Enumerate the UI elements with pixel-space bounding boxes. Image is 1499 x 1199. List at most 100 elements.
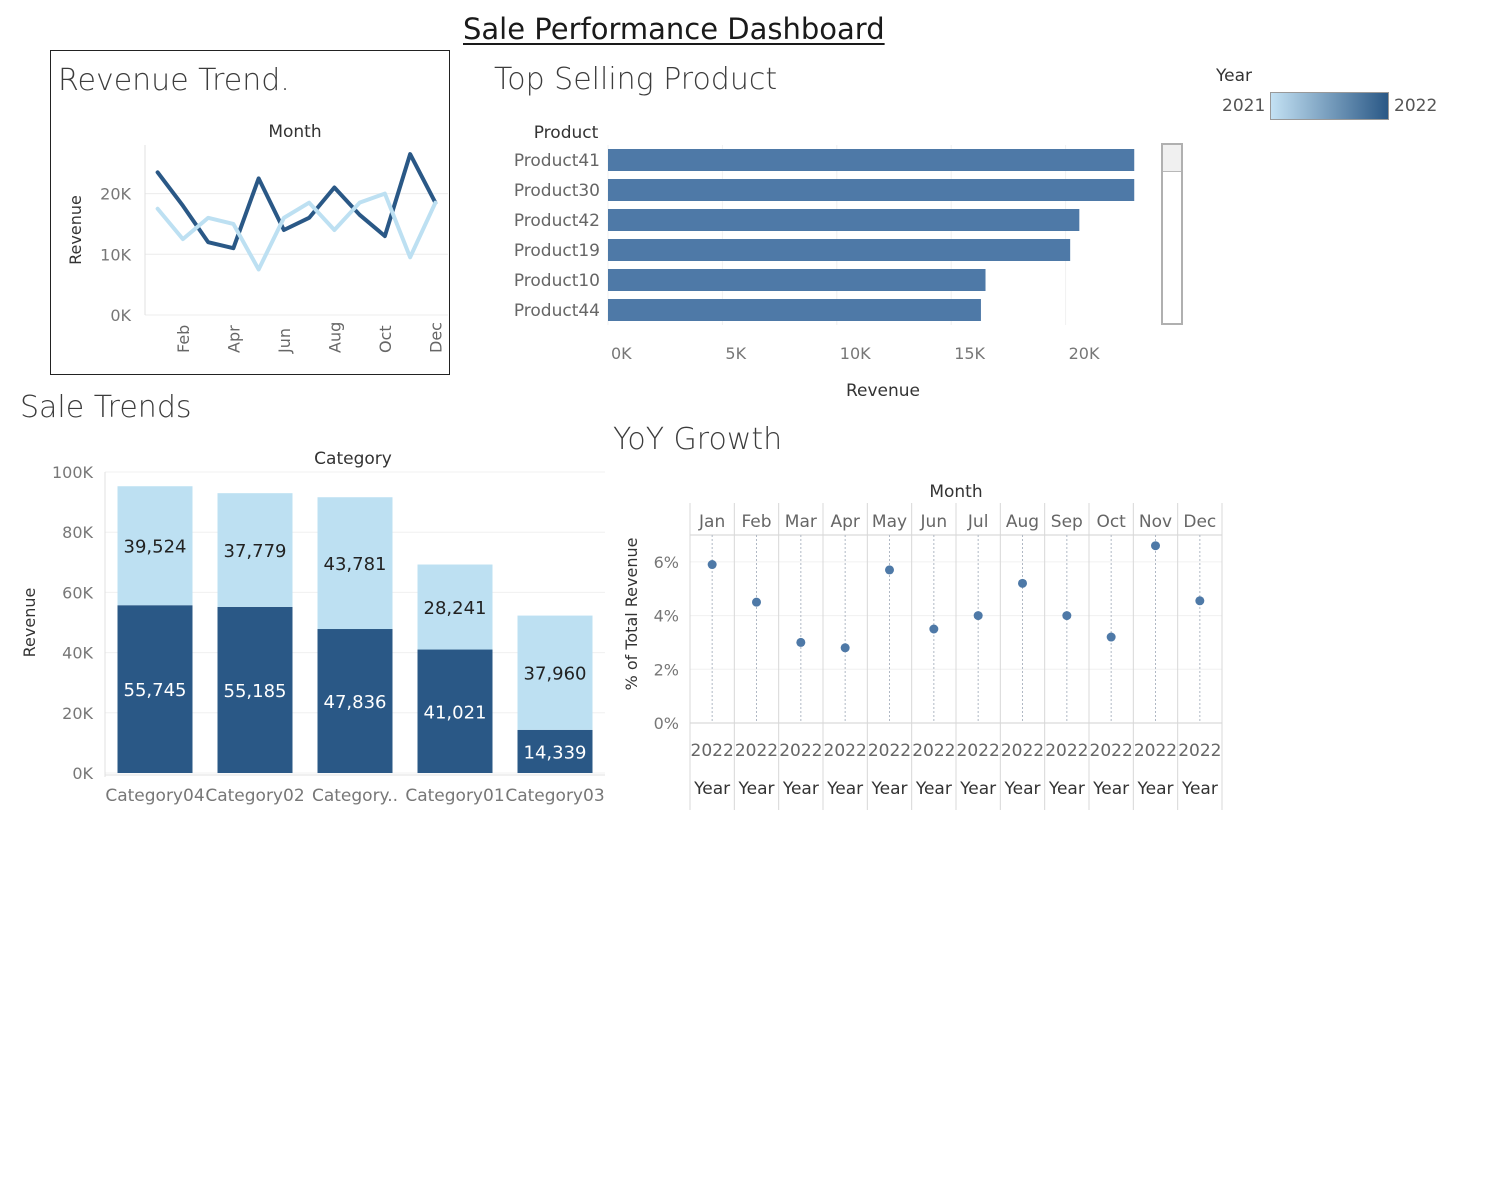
yoy-year-label: 2022 xyxy=(691,741,734,761)
yoy-growth-title: YoY Growth xyxy=(613,422,783,457)
product-label: Product19 xyxy=(514,241,600,261)
yoy-point xyxy=(752,597,761,607)
yoy-row-label: Year xyxy=(1092,779,1129,799)
sale-category-label: Category04 xyxy=(105,786,204,806)
product-bar xyxy=(608,209,1080,231)
yoy-ylabel: % of Total Revenue xyxy=(622,538,641,691)
sale-category-label: Category03 xyxy=(505,786,604,806)
yoy-month-label: Apr xyxy=(830,512,859,532)
yoy-year-label: 2022 xyxy=(912,741,955,761)
sale-bar-segment xyxy=(117,486,193,606)
product-xtick: 0K xyxy=(611,344,632,363)
sale-data-label: 47,836 xyxy=(324,692,387,713)
trend-series-line-2 xyxy=(155,191,438,272)
yoy-year-label: 2022 xyxy=(735,741,778,761)
sale-category-label: Category02 xyxy=(205,786,304,806)
sale-bar-segment xyxy=(517,615,593,730)
yoy-ytick: 4% xyxy=(654,607,679,626)
yoy-point xyxy=(796,637,806,647)
sale-data-label: 39,524 xyxy=(124,537,187,558)
sale-trends-chart[interactable]: Category 0K 20K 40K 60K 80K 100K Revenue 55,745 3… xyxy=(10,440,610,815)
trend-xtick: Aug xyxy=(325,322,344,353)
yoy-row-label: Year xyxy=(1181,779,1218,799)
sale-bar-segment xyxy=(417,564,493,650)
yoy-month-label: Jan xyxy=(698,512,725,532)
sale-data-label: 55,185 xyxy=(224,681,287,702)
product-label: Product10 xyxy=(514,271,600,291)
yoy-row-label: Year xyxy=(826,779,863,799)
sale-bar-segment xyxy=(217,493,293,607)
revenue-trend-panel xyxy=(50,50,450,375)
yoy-point xyxy=(1106,632,1116,642)
yoy-point xyxy=(840,643,850,653)
yoy-row-label: Year xyxy=(871,779,908,799)
yoy-point xyxy=(1018,578,1027,588)
yoy-row-label: Year xyxy=(782,779,819,799)
trend-column-header: Month xyxy=(268,122,321,142)
sale-ylabel: Revenue xyxy=(20,588,39,658)
sale-ytick: 100K xyxy=(52,463,94,482)
yoy-row-label: Year xyxy=(1048,779,1085,799)
legend-color-ramp xyxy=(1270,92,1389,120)
top-selling-title: Top Selling Product xyxy=(494,62,778,97)
yoy-year-label: 2022 xyxy=(1134,741,1177,761)
yoy-point xyxy=(1151,541,1160,551)
trend-xtick: Dec xyxy=(426,322,445,353)
yoy-year-label: 2022 xyxy=(1045,741,1088,761)
yoy-month-label: Oct xyxy=(1096,512,1126,532)
yoy-row-label: Year xyxy=(693,779,730,799)
product-bar xyxy=(608,299,981,321)
yoy-column-header: Month xyxy=(929,482,982,502)
yoy-row-label: Year xyxy=(1137,779,1174,799)
sale-bar-segment xyxy=(117,605,193,773)
yoy-month-label: Aug xyxy=(1006,512,1039,532)
product-xtick: 15K xyxy=(954,344,985,363)
yoy-point xyxy=(1062,611,1072,621)
sale-bar-segment xyxy=(317,629,393,773)
sale-category-label: Category.. xyxy=(312,786,398,806)
product-scrollbar[interactable] xyxy=(1161,143,1183,325)
sale-data-label: 37,960 xyxy=(524,664,587,685)
product-bar xyxy=(608,239,1071,261)
trend-xtick: Apr xyxy=(224,325,243,353)
yoy-row-label: Year xyxy=(915,779,952,799)
sale-data-label: 14,339 xyxy=(524,742,587,763)
yoy-point xyxy=(707,560,717,570)
yoy-point xyxy=(1195,596,1205,606)
product-bar xyxy=(608,149,1135,171)
yoy-year-label: 2022 xyxy=(1178,741,1221,761)
sale-ytick: 40K xyxy=(62,644,93,663)
product-xtick: 5K xyxy=(725,344,746,363)
sale-ytick: 80K xyxy=(62,523,93,542)
yoy-point xyxy=(929,624,939,634)
yoy-month-label: Jun xyxy=(920,512,948,532)
yoy-ytick: 0% xyxy=(654,714,679,733)
dashboard-title: Sale Performance Dashboard xyxy=(463,12,885,46)
yoy-month-label: May xyxy=(872,512,907,532)
yoy-point xyxy=(885,565,894,575)
yoy-year-label: 2022 xyxy=(1001,741,1044,761)
yoy-row-label: Year xyxy=(959,779,996,799)
scrollbar-thumb[interactable] xyxy=(1163,145,1181,172)
product-bar xyxy=(608,179,1135,201)
sale-trends-title: Sale Trends xyxy=(20,390,192,425)
product-bar xyxy=(608,269,986,291)
yoy-month-label: Jul xyxy=(967,512,989,532)
revenue-trend-chart[interactable]: Month 0K 10K 20K Revenue Feb Apr Jun Aug Oct Dec xyxy=(50,110,450,370)
yoy-year-label: 2022 xyxy=(957,741,1000,761)
product-label: Product30 xyxy=(514,181,600,201)
yoy-month-label: Nov xyxy=(1139,512,1172,532)
sale-ytick: 0K xyxy=(72,764,93,783)
product-row-header: Product xyxy=(534,123,599,143)
sale-data-label: 43,781 xyxy=(324,554,387,575)
legend-title: Year xyxy=(1216,66,1252,86)
yoy-month-label: Feb xyxy=(741,512,771,532)
product-label: Product42 xyxy=(514,211,600,231)
top-selling-chart[interactable]: Product 0K 5K 10K 15K 20K Product41 Product30 Pr… xyxy=(490,115,1150,405)
yoy-month-label: Sep xyxy=(1051,512,1083,532)
sale-bar-segment xyxy=(217,606,293,773)
yoy-year-label: 2022 xyxy=(1090,741,1133,761)
trend-xtick: Jun xyxy=(275,328,294,354)
yoy-year-label: 2022 xyxy=(868,741,911,761)
